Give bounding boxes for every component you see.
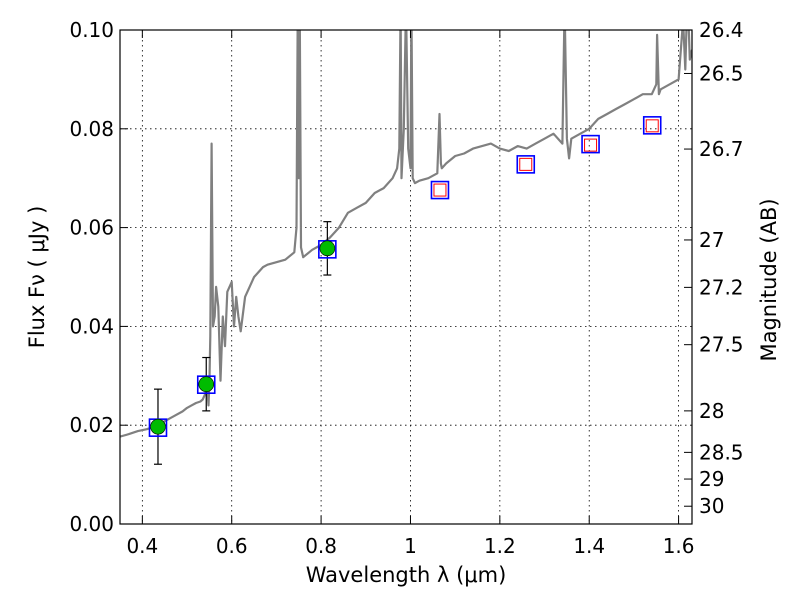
y-tick-label: 0.08 xyxy=(69,117,114,141)
y-axis-label: Flux Fν ( μJy ) xyxy=(25,206,49,349)
plot-frame xyxy=(119,29,693,525)
model-photometry-square xyxy=(642,116,662,135)
predicted-photometry-square xyxy=(645,119,659,133)
model-photometry-square xyxy=(516,155,536,174)
right-tick-label: 30 xyxy=(699,494,724,518)
spectrum-layer xyxy=(120,30,692,438)
y-tick-label: 0.04 xyxy=(69,314,114,338)
right-tick-label: 27.5 xyxy=(699,333,744,357)
model-photometry-square xyxy=(196,375,216,394)
x-tick-label: 1.6 xyxy=(663,534,695,558)
right-tick-label: 28.5 xyxy=(699,440,744,464)
right-tick-label: 26.4 xyxy=(699,18,744,42)
x-tick-label: 0.6 xyxy=(216,534,248,558)
y-tick-label: 0.06 xyxy=(69,216,114,240)
y-tick-label: 0.10 xyxy=(69,18,114,42)
y-tick-label: 0.00 xyxy=(69,512,114,536)
y-tick-label: 0.02 xyxy=(69,413,114,437)
right-axis-label: Magnitude (AB) xyxy=(757,198,781,361)
marker-layer xyxy=(148,116,662,465)
model-photometry-square xyxy=(581,134,600,154)
spectrum-line xyxy=(120,30,692,438)
predicted-photometry-square xyxy=(519,157,533,171)
ticks: 0.4 0.6 0.8 1 1.2 1.4 1.6 0.00 0.02 0.04 0.06 0.08 0… xyxy=(69,18,743,558)
right-tick-label: 26.7 xyxy=(699,137,744,161)
x-tick-label: 0.8 xyxy=(305,534,337,558)
x-axis-label: Wavelength λ (μm) xyxy=(306,563,507,587)
right-tick-label: 27 xyxy=(699,228,724,252)
x-tick-label: 1.4 xyxy=(573,534,605,558)
observed-point xyxy=(150,418,166,435)
right-tick-label: 26.5 xyxy=(699,61,744,85)
x-tick-label: 0.4 xyxy=(126,534,158,558)
observed-point xyxy=(198,376,215,392)
predicted-photometry-square xyxy=(433,183,447,197)
model-photometry-square xyxy=(430,180,450,200)
x-tick-label: 1 xyxy=(404,534,417,558)
x-tick-label: 1.2 xyxy=(484,534,516,558)
right-tick-label: 28 xyxy=(699,399,724,423)
right-tick-label: 29 xyxy=(699,467,724,491)
observed-point xyxy=(319,240,336,257)
right-tick-label: 27.2 xyxy=(699,275,744,299)
predicted-photometry-square xyxy=(584,138,598,152)
